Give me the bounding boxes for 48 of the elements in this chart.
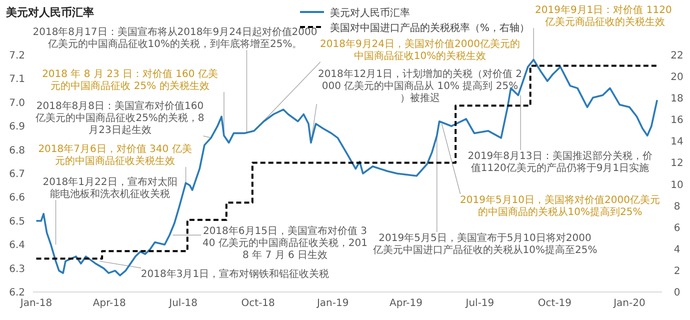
y-tick-label: 6.7 [9,169,25,180]
y-tick-label: 7.1 [9,74,25,86]
annotation: 2019年8月13日：美国推迟部分关税，价值1120亿美元的产品仍将于9月1日实施 [468,150,652,174]
y2-tick-label: 2 [674,266,680,277]
annotation: 2018年7月6日，对价值 340 亿美元的中国商品征收关税生效 [38,143,192,167]
annotation: 2019年5月5日，美国宣布于5月10日将对2000亿美元中国进口产品征收的关税从10%提高至25% [372,232,598,256]
y-tick-label: 6.9 [9,122,25,133]
legend-label: 美元对人民币汇率 [330,7,410,19]
y2-tick-label: 12 [670,158,684,170]
y2-tick-label: 16 [670,115,684,126]
x-tick-label: Jan-20 [612,298,646,309]
legend-label: 美国对中国进口产品的关税税率（%，右轴） [330,22,530,34]
y-tick-label: 6.4 [9,240,25,252]
y-tick-label: 6.3 [9,264,25,275]
x-tick-label: Apr-18 [92,298,126,309]
annotation: 2018年12月1日，计划增加的关税（对价值 2000 亿美元的中国商品从 10% 提高到 25%）被推迟 [318,68,522,104]
x-tick-label: Oct-19 [538,298,572,309]
y2-tick-label: 10 [670,180,684,191]
x-tick-label: Jul-18 [168,298,198,309]
y-tick-label: 6.5 [9,216,25,228]
annotation: 2018年8月17日：美国宣布将从2018年9月24日起对价值2000亿美元的中国商品征收10%的关税，到年底将增至25%。 [32,26,318,50]
y2-tick-label: 14 [670,136,684,148]
annotation: 2018年3月1日，宣布对钢铁和铝征收关税 [140,268,330,280]
y2-tick-label: 18 [670,94,684,105]
annotation: 2019年9月1日：对价值 1120 亿美元商品征收的关税生效 [535,4,675,28]
annotation: 2018年1月22日，宣布对太阳能电池板和洗衣机征收关税 [42,176,178,200]
annotation: 2019年5月10日，美国将对价值2000亿美元的中国商品的关税从10%提高到25% [460,194,660,218]
y2-tick-label: 20 [670,72,684,84]
y2-tick-label: 8 [674,201,680,212]
x-tick-label: Jul-19 [464,298,494,309]
annotation: 2018年8月8日：美国宣布对价值160亿美元的中国商品征收25%的关税，8月23日起生效 [34,100,204,136]
y-tick-label: 6.6 [9,192,25,204]
y-tick-label: 6.8 [9,145,25,156]
y-axis-title: 美元对人民币汇率 [5,6,94,19]
x-tick-label: Oct-18 [241,298,275,309]
y-tick-label: 7.2 [9,50,25,62]
y-tick-label: 6.2 [9,288,25,298]
y2-tick-label: 4 [674,244,680,256]
x-tick-label: Jan-19 [316,298,349,309]
y2-tick-label: 0 [674,288,680,298]
annotation: 2018年6月15日，美国宣布对价值 340 亿美元的中国商品征收关税，2018 年 7 月 6 日生效 [202,225,368,261]
y2-tick-label: 6 [674,222,680,234]
x-tick-label: Apr-19 [390,298,423,309]
annotation: 2018年9月24日，美国对价值2000亿美元的中国商品征收10%的关税生效 [320,38,520,62]
y2-tick-label: 22 [670,50,684,62]
y-tick-label: 7.0 [9,98,25,109]
annotation: 2018 年 8 月 23 日：对价值 160 亿美元的中国商品征收 25% 的关税生效 [42,68,218,92]
x-tick-label: Jan-18 [19,298,52,309]
